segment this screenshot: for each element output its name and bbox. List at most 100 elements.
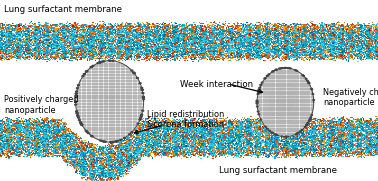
Bar bbox=[62, 135, 63, 136]
Bar bbox=[296, 48, 297, 49]
Bar bbox=[52, 130, 53, 131]
Bar bbox=[241, 133, 243, 134]
Bar bbox=[352, 50, 353, 52]
Bar bbox=[17, 128, 19, 129]
Bar bbox=[6, 50, 8, 51]
Bar bbox=[226, 50, 227, 52]
Bar bbox=[335, 128, 336, 129]
Bar bbox=[84, 146, 85, 148]
Bar bbox=[207, 37, 208, 38]
Bar bbox=[324, 54, 325, 55]
Bar bbox=[88, 38, 90, 39]
Bar bbox=[180, 142, 181, 143]
Bar bbox=[344, 57, 345, 58]
Bar bbox=[5, 125, 6, 127]
Bar bbox=[287, 35, 288, 36]
Bar bbox=[27, 40, 29, 41]
Bar bbox=[127, 142, 129, 144]
Bar bbox=[64, 51, 66, 52]
Bar bbox=[8, 151, 9, 152]
Bar bbox=[135, 56, 137, 57]
Bar bbox=[184, 124, 186, 125]
Bar bbox=[51, 141, 52, 142]
Bar bbox=[314, 40, 316, 41]
Bar bbox=[31, 47, 32, 48]
Bar bbox=[54, 140, 56, 141]
Bar bbox=[208, 146, 209, 147]
Bar bbox=[227, 44, 228, 45]
Bar bbox=[297, 39, 298, 40]
Bar bbox=[27, 121, 29, 122]
Bar bbox=[108, 54, 110, 55]
Bar bbox=[291, 133, 293, 134]
Bar bbox=[234, 50, 235, 51]
Bar bbox=[151, 134, 152, 136]
Bar bbox=[187, 37, 188, 39]
Bar bbox=[273, 147, 274, 149]
Bar bbox=[75, 59, 76, 60]
Bar bbox=[279, 136, 280, 138]
Bar bbox=[310, 37, 312, 38]
Bar bbox=[322, 125, 324, 126]
Bar bbox=[267, 120, 269, 121]
Bar bbox=[155, 131, 156, 132]
Bar bbox=[355, 148, 356, 150]
Bar bbox=[23, 156, 24, 157]
Bar bbox=[325, 48, 326, 49]
Bar bbox=[363, 153, 364, 154]
Bar bbox=[8, 36, 9, 37]
Bar bbox=[129, 143, 131, 144]
Bar bbox=[225, 56, 226, 57]
Bar bbox=[92, 45, 94, 46]
Bar bbox=[199, 46, 200, 47]
Bar bbox=[111, 157, 113, 158]
Bar bbox=[71, 52, 72, 53]
Bar bbox=[34, 52, 36, 53]
Bar bbox=[150, 147, 151, 148]
Bar bbox=[39, 145, 40, 146]
Bar bbox=[356, 47, 358, 48]
Bar bbox=[261, 55, 262, 56]
Bar bbox=[202, 41, 204, 43]
Bar bbox=[291, 120, 293, 121]
Bar bbox=[153, 43, 155, 44]
Bar bbox=[330, 39, 331, 41]
Bar bbox=[296, 136, 297, 137]
Bar bbox=[254, 32, 255, 33]
Bar bbox=[39, 145, 40, 146]
Bar bbox=[362, 143, 363, 144]
Bar bbox=[211, 35, 213, 36]
Bar bbox=[222, 38, 223, 39]
Bar bbox=[272, 143, 273, 145]
Bar bbox=[135, 47, 136, 49]
Bar bbox=[303, 41, 305, 42]
Bar bbox=[99, 153, 101, 154]
Bar bbox=[346, 138, 347, 139]
Bar bbox=[233, 23, 234, 24]
Bar bbox=[260, 138, 262, 139]
Bar bbox=[275, 146, 277, 147]
Bar bbox=[156, 138, 158, 140]
Bar bbox=[284, 38, 286, 39]
Bar bbox=[302, 52, 303, 53]
Bar bbox=[44, 47, 46, 48]
Bar bbox=[76, 164, 77, 165]
Bar bbox=[333, 131, 335, 132]
Bar bbox=[263, 128, 264, 129]
Bar bbox=[159, 148, 160, 150]
Bar bbox=[350, 31, 352, 33]
Bar bbox=[256, 32, 257, 33]
Bar bbox=[70, 47, 71, 48]
Bar bbox=[297, 37, 298, 38]
Bar bbox=[23, 47, 24, 48]
Bar bbox=[129, 162, 131, 164]
Bar bbox=[65, 139, 67, 140]
Bar bbox=[29, 145, 31, 146]
Bar bbox=[353, 41, 354, 42]
Bar bbox=[297, 44, 298, 45]
Bar bbox=[21, 153, 22, 154]
Bar bbox=[107, 52, 108, 53]
Bar bbox=[115, 171, 116, 172]
Bar bbox=[272, 37, 273, 38]
Bar bbox=[369, 51, 370, 52]
